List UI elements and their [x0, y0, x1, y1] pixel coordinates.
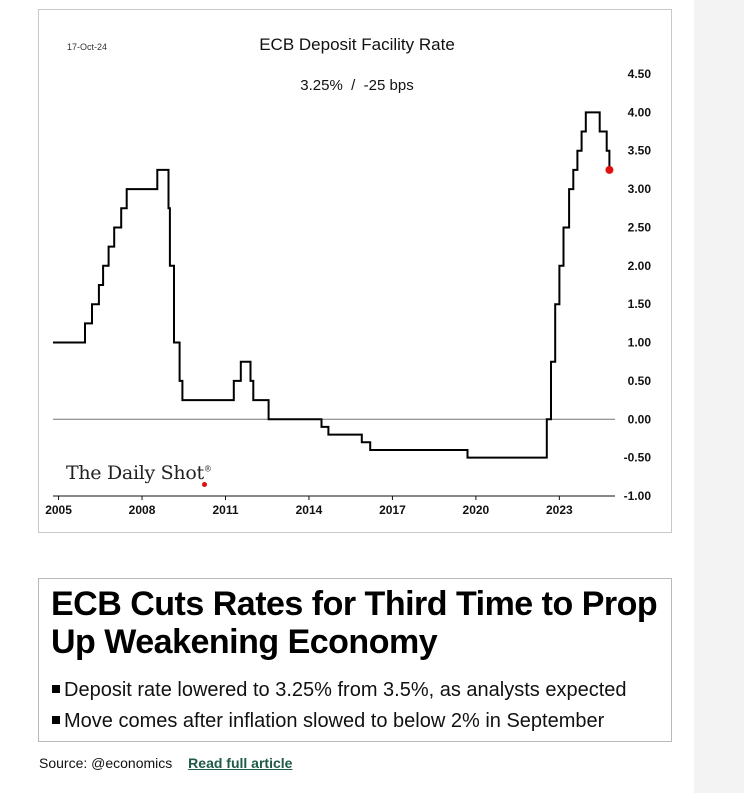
y-tick-label: 4.50	[628, 67, 652, 81]
y-tick-label: -1.00	[624, 489, 652, 503]
logo-red-dot	[202, 482, 207, 487]
headline-bullets: Deposit rate lowered to 3.25% from 3.5%,…	[52, 675, 627, 737]
y-tick-label: 1.00	[628, 336, 652, 350]
y-tick-label: 3.00	[628, 182, 652, 196]
rate-chart: 17-Oct-24 ECB Deposit Facility Rate 3.25…	[45, 35, 652, 517]
x-axis: 2005 2008 2011 2014 2017 2020 2023	[45, 495, 615, 517]
read-article-link[interactable]: Read full article	[188, 755, 293, 771]
plot-area	[53, 111, 615, 459]
bullet-text: Move comes after inflation slowed to bel…	[64, 710, 605, 732]
chart-title: ECB Deposit Facility Rate	[259, 35, 455, 54]
y-axis: 4.50 4.00 3.50 3.00 2.50 2.00 1.50 1.00 0.50 0.00…	[624, 67, 652, 503]
chart-date-label: 17-Oct-24	[67, 42, 107, 52]
chart-frame: 17-Oct-24 ECB Deposit Facility Rate 3.25…	[38, 9, 672, 533]
bullet-item: Deposit rate lowered to 3.25% from 3.5%,…	[52, 675, 627, 706]
source-text: Source: @economics	[39, 755, 173, 771]
headline-title: ECB Cuts Rates for Third Time to Prop Up…	[51, 585, 658, 661]
y-tick-label: 2.50	[628, 220, 652, 234]
x-tick-label: 2017	[379, 503, 406, 517]
bullet-item: Move comes after inflation slowed to bel…	[52, 706, 627, 737]
x-tick-label: 2020	[463, 503, 490, 517]
y-tick-label: 0.50	[628, 374, 652, 388]
headline-card: ECB Cuts Rates for Third Time to Prop Up…	[38, 578, 672, 742]
x-tick-label: 2008	[129, 503, 156, 517]
source-line: Source: @economics Read full article	[39, 755, 292, 771]
series-line	[53, 111, 611, 459]
latest-value-dot	[605, 165, 614, 174]
bullet-text: Deposit rate lowered to 3.25% from 3.5%,…	[64, 679, 627, 701]
y-tick-label: 1.50	[628, 297, 652, 311]
x-tick-label: 2011	[212, 503, 238, 517]
y-tick-label: 4.00	[628, 105, 652, 119]
y-tick-label: 3.50	[628, 144, 652, 158]
x-tick-label: 2023	[546, 503, 573, 517]
logo-text: The Daily Shot	[66, 462, 204, 484]
page-gutter	[694, 0, 744, 793]
bullet-square-icon	[52, 685, 60, 693]
chart-subtitle: 3.25% / -25 bps	[300, 77, 413, 94]
y-tick-label: -0.50	[624, 451, 652, 465]
daily-shot-logo: The Daily Shot®	[66, 462, 212, 484]
x-tick-label: 2014	[296, 503, 323, 517]
y-tick-label: 2.00	[628, 259, 652, 273]
bullet-square-icon	[52, 716, 60, 724]
x-tick-label: 2005	[45, 503, 72, 517]
y-tick-label: 0.00	[628, 412, 652, 426]
